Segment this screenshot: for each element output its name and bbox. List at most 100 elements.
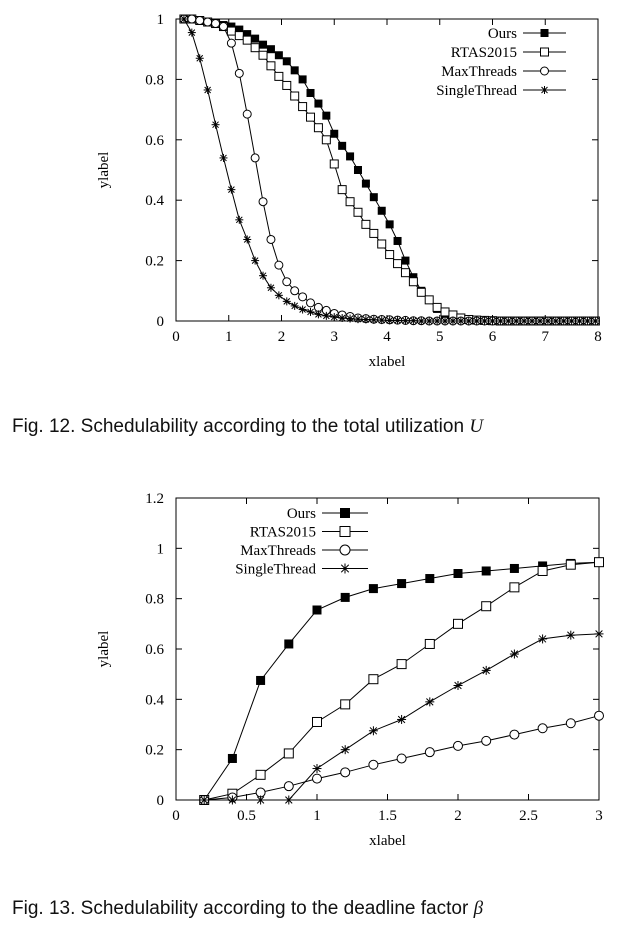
data-point xyxy=(368,759,379,770)
data-point xyxy=(337,185,347,195)
data-point xyxy=(266,61,276,71)
data-point xyxy=(235,215,244,224)
y-tick-label: 0.2 xyxy=(145,743,164,759)
data-point xyxy=(290,91,300,101)
data-point xyxy=(594,629,604,639)
data-point xyxy=(312,605,322,615)
legend: Ours RTAS2015 MaxThreads SingleThread xyxy=(235,506,368,578)
data-point xyxy=(453,680,463,690)
data-point xyxy=(218,22,228,32)
data-point xyxy=(258,197,268,207)
y-tick-label: 0.8 xyxy=(145,592,164,608)
data-point xyxy=(313,123,323,133)
data-point xyxy=(242,109,252,119)
data-point xyxy=(368,674,379,685)
data-point xyxy=(266,283,275,292)
data-point xyxy=(322,311,331,320)
data-point xyxy=(234,68,244,78)
data-point xyxy=(377,239,387,249)
legend-marker xyxy=(340,508,350,518)
data-point xyxy=(274,51,283,60)
data-point xyxy=(361,219,371,229)
data-point xyxy=(234,31,244,41)
data-point xyxy=(509,563,519,573)
data-point xyxy=(385,250,395,260)
data-point xyxy=(368,726,378,736)
data-point xyxy=(243,30,252,39)
data-point xyxy=(346,152,355,161)
data-point xyxy=(594,557,604,568)
y-tick-label: 1 xyxy=(157,12,165,28)
x-tick-label: 0 xyxy=(172,808,180,824)
data-point xyxy=(290,66,299,75)
legend-marker xyxy=(540,66,549,76)
x-tick-label: 4 xyxy=(383,329,391,345)
x-tick-label: 3 xyxy=(595,808,603,824)
data-point xyxy=(416,287,426,297)
caption-symbol: β xyxy=(473,898,484,919)
data-point xyxy=(255,769,266,780)
data-point xyxy=(509,729,520,740)
data-point xyxy=(401,316,410,325)
data-point xyxy=(551,317,560,325)
data-point xyxy=(424,747,435,758)
data-point xyxy=(259,40,268,49)
data-point xyxy=(235,25,244,34)
figure-caption: Fig. 12. Schedulability according to the… xyxy=(12,416,483,438)
data-point xyxy=(528,317,537,325)
x-tick-label: 2 xyxy=(454,808,462,824)
data-point xyxy=(266,234,276,244)
y-tick-label: 0.8 xyxy=(145,72,164,88)
data-point xyxy=(338,313,347,322)
caption-symbol: U xyxy=(469,416,484,437)
data-point xyxy=(369,193,378,202)
data-point xyxy=(256,795,266,805)
data-point xyxy=(408,277,418,287)
data-point xyxy=(397,714,407,724)
data-point xyxy=(314,310,323,319)
data-point xyxy=(322,111,331,120)
legend-marker xyxy=(540,29,549,37)
data-point xyxy=(424,295,434,305)
data-point xyxy=(425,574,435,584)
data-point xyxy=(385,220,394,229)
data-point xyxy=(203,85,212,94)
data-point xyxy=(203,17,213,27)
data-point xyxy=(488,317,497,325)
data-point xyxy=(282,80,292,90)
data-point xyxy=(353,315,362,324)
data-point xyxy=(538,561,548,571)
legend-label: SingleThread xyxy=(235,562,316,578)
x-tick-label: 8 xyxy=(594,329,602,345)
x-tick-label: 0 xyxy=(172,329,180,345)
y-tick-label: 0.6 xyxy=(145,133,164,149)
legend-label: RTAS2015 xyxy=(250,525,316,541)
data-point xyxy=(306,88,315,97)
x-tick-label: 6 xyxy=(489,329,497,345)
legend-label: SingleThread xyxy=(436,83,517,99)
data-point xyxy=(195,54,204,63)
data-point xyxy=(480,317,489,325)
data-point xyxy=(594,710,604,721)
data-point xyxy=(243,235,252,244)
data-point xyxy=(481,601,492,612)
data-point xyxy=(187,28,196,37)
series-line xyxy=(183,18,596,322)
y-tick-label: 0.2 xyxy=(145,254,164,270)
data-point xyxy=(453,569,463,578)
legend-marker xyxy=(540,47,549,57)
data-point xyxy=(290,301,299,310)
data-point xyxy=(559,317,568,325)
data-point xyxy=(211,120,220,129)
data-point xyxy=(425,697,435,707)
data-point xyxy=(440,307,450,317)
data-point xyxy=(298,292,308,302)
series-ours xyxy=(179,15,600,325)
data-point xyxy=(211,19,221,29)
data-point xyxy=(565,718,576,729)
data-point xyxy=(282,57,291,66)
y-tick-label: 0.4 xyxy=(145,193,164,209)
data-point xyxy=(330,129,339,138)
legend-marker xyxy=(340,563,350,574)
legend: Ours RTAS2015 MaxThreads SingleThread xyxy=(436,26,566,99)
